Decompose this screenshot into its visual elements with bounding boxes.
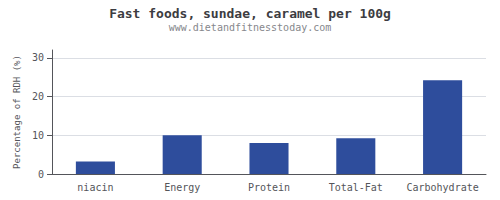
svg-text:0: 0 — [38, 169, 44, 180]
svg-text:Carbohydrate: Carbohydrate — [406, 182, 478, 193]
svg-text:Percentage of RDH (%): Percentage of RDH (%) — [12, 55, 22, 169]
svg-text:www.dietandfitnesstoday.com: www.dietandfitnesstoday.com — [169, 22, 332, 33]
svg-text:niacin: niacin — [77, 182, 113, 193]
svg-text:20: 20 — [32, 91, 44, 102]
svg-text:Total-Fat: Total-Fat — [329, 182, 383, 193]
svg-text:Protein: Protein — [248, 182, 290, 193]
svg-text:30: 30 — [32, 52, 44, 63]
svg-text:Energy: Energy — [164, 182, 200, 193]
svg-text:Fast foods, sundae, caramel pe: Fast foods, sundae, caramel per 100g — [109, 6, 391, 21]
svg-text:10: 10 — [32, 130, 44, 141]
